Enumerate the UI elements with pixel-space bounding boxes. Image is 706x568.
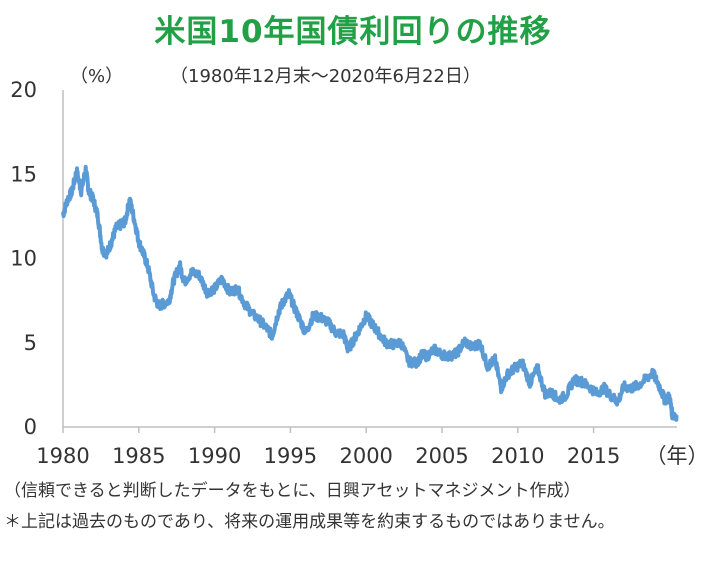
y-tick-label: 10 bbox=[10, 247, 37, 271]
y-tick-label: 20 bbox=[10, 78, 37, 102]
series-group bbox=[61, 164, 679, 422]
y-axis-unit: （%） bbox=[70, 66, 124, 87]
source-note: （信頼できると判断したデータをもとに、日興アセットマネジメント作成） bbox=[4, 481, 581, 501]
chart-axes bbox=[62, 90, 677, 428]
x-tick-label: 1990 bbox=[188, 444, 241, 468]
series-line-0 bbox=[61, 164, 679, 422]
y-tick-label: 15 bbox=[10, 162, 37, 186]
x-tick-label: 1995 bbox=[264, 444, 317, 468]
y-axis-ticks: 0 5 10 15 20 bbox=[10, 78, 37, 439]
chart-subtitle: （1980年12月末～2020年6月22日） bbox=[170, 66, 481, 87]
x-axis-ticks: 1980 1985 1990 1995 2000 2005 2010 2015 （年） bbox=[36, 427, 706, 468]
disclaimer-note: ＊上記は過去のものであり、将来の運用成果等を約束するものではありません。 bbox=[4, 512, 615, 532]
y-tick-label: 5 bbox=[24, 331, 37, 355]
x-tick-label: 2000 bbox=[339, 444, 392, 468]
x-tick-label: 1985 bbox=[112, 444, 165, 468]
x-tick-label: 2010 bbox=[491, 444, 544, 468]
x-tick-label: 2015 bbox=[567, 444, 620, 468]
x-tick-label: 1980 bbox=[36, 444, 89, 468]
x-tick-label: 2005 bbox=[415, 444, 468, 468]
chart-title: 米国10年国債利回りの推移 bbox=[154, 14, 552, 50]
y-tick-label: 0 bbox=[24, 415, 37, 439]
x-tick-label: （年） bbox=[646, 444, 706, 468]
line-chart: 0 5 10 15 20 1980 1985 1990 1995 2000 2005 2010 201… bbox=[10, 78, 706, 468]
